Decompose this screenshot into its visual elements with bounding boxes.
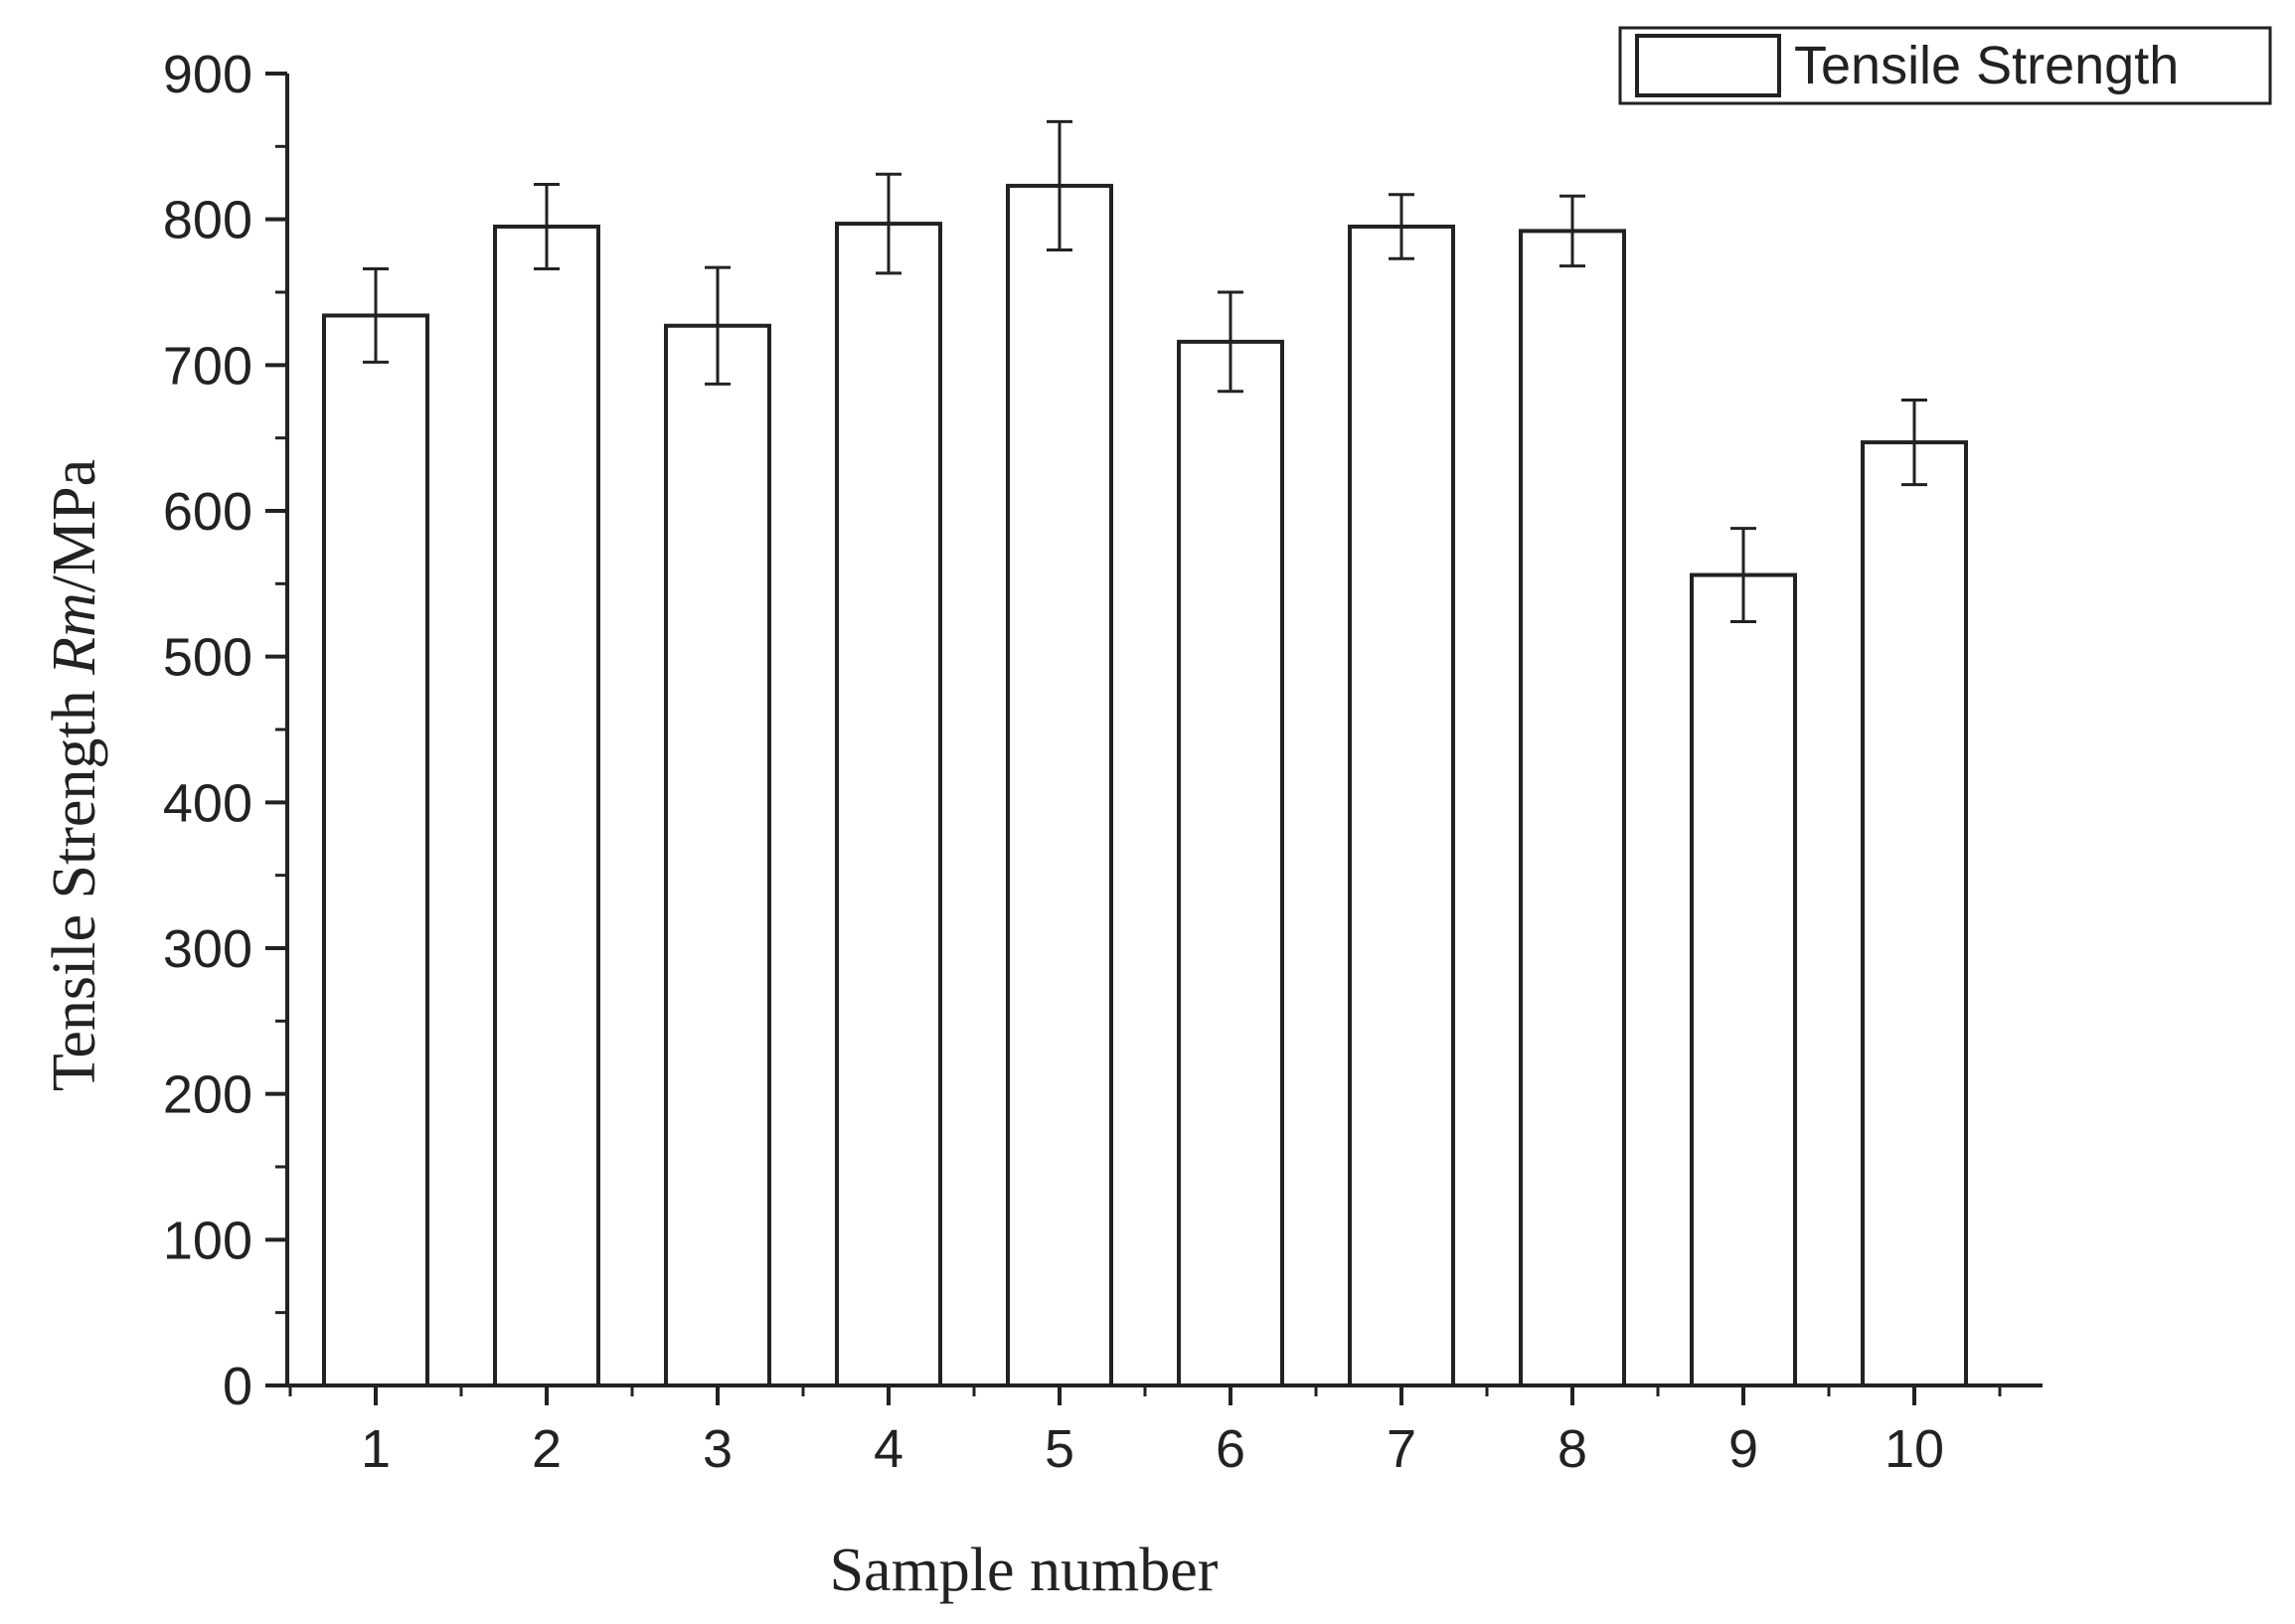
x-tick-label-2: 2	[532, 1419, 562, 1479]
y-axis-title-unit: /MPa	[41, 459, 108, 592]
bar-sample-4	[835, 222, 942, 1388]
y-tick-label-400: 400	[163, 773, 252, 833]
x-tick-label-4: 4	[874, 1419, 903, 1479]
y-tick-label-700: 700	[163, 336, 252, 396]
bar-sample-7	[1348, 225, 1455, 1387]
y-axis-title: Tensile Strength Rm/MPa	[41, 459, 108, 1091]
y-tick-label-800: 800	[163, 191, 252, 250]
bar-sample-1	[322, 313, 429, 1387]
y-tick-label-100: 100	[163, 1211, 252, 1270]
y-axis-title-prefix: Tensile Strength	[41, 675, 108, 1091]
x-tick-label-10: 10	[1885, 1419, 1944, 1479]
x-tick-label-1: 1	[361, 1419, 391, 1479]
bar-sample-6	[1177, 339, 1284, 1387]
legend-label: Tensile Strength	[1794, 36, 2179, 95]
chart-axes: 0 100 200 300 400 500 600 700 800 900 1 2 3 4 5 6 7 8 9 10	[163, 45, 2043, 1479]
y-tick-label-300: 300	[163, 919, 252, 979]
bar-sample-3	[664, 323, 771, 1388]
legend: Tensile Strength	[1618, 26, 2272, 105]
bar-sample-5	[1006, 183, 1113, 1387]
y-tick-label-600: 600	[163, 482, 252, 542]
x-tick-label-8: 8	[1557, 1419, 1587, 1479]
x-tick-label-6: 6	[1216, 1419, 1245, 1479]
bar-sample-10	[1861, 440, 1968, 1388]
bar-sample-9	[1690, 572, 1797, 1387]
y-tick-label-900: 900	[163, 45, 252, 104]
x-axis-title: Sample number	[830, 1537, 1219, 1604]
x-tick-label-3: 3	[703, 1419, 733, 1479]
y-tick-label-200: 200	[163, 1065, 252, 1125]
bar-sample-2	[493, 225, 600, 1387]
chart-marks	[322, 119, 1968, 1388]
legend-swatch	[1635, 34, 1781, 97]
x-tick-label-9: 9	[1728, 1419, 1758, 1479]
y-tick-label-500: 500	[163, 628, 252, 688]
x-tick-label-7: 7	[1387, 1419, 1416, 1479]
bar-sample-8	[1519, 229, 1626, 1387]
x-tick-label-5: 5	[1045, 1419, 1074, 1479]
y-axis-title-symbol: Rm	[41, 592, 108, 676]
y-tick-label-0: 0	[223, 1357, 252, 1416]
